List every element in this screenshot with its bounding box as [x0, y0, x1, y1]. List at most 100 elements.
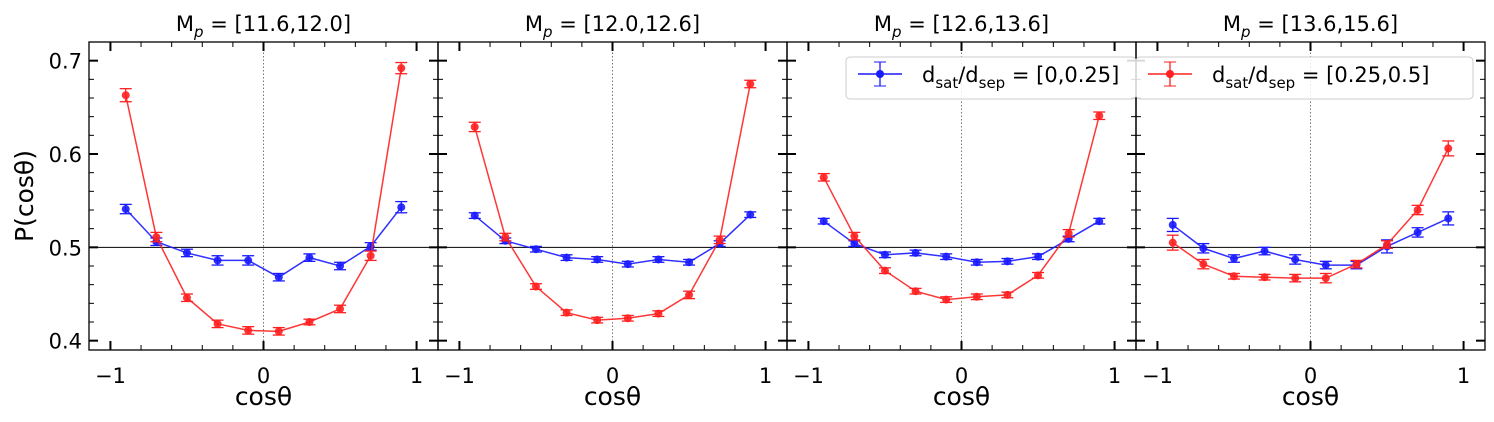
data-point [1034, 252, 1043, 261]
x-tick-label: −1 [444, 364, 475, 388]
data-point [1199, 244, 1208, 253]
data-point [972, 258, 981, 267]
x-axis-label: cosθ [1282, 382, 1339, 411]
series-1 [817, 217, 1106, 267]
data-point [715, 235, 724, 244]
data-point [593, 316, 602, 325]
series-line [823, 115, 1100, 301]
legend-text-part: sat [935, 74, 958, 92]
x-axis-label: cosθ [933, 382, 990, 411]
series-2 [119, 61, 408, 336]
title-main: M [176, 12, 194, 36]
title-sub: p [1240, 23, 1251, 41]
legend-text-part: /d [958, 63, 978, 87]
data-point [942, 252, 951, 261]
data-point [366, 251, 375, 260]
data-point [1352, 260, 1361, 269]
data-point [880, 250, 889, 259]
x-axis-label: cosθ [235, 382, 292, 411]
title-main: M [1223, 12, 1241, 36]
legend-text-part: sep [1269, 74, 1296, 92]
y-tick-label: 0.4 [49, 330, 82, 354]
series-line [125, 206, 402, 279]
y-tick-label: 0.7 [49, 50, 82, 74]
data-point [1003, 290, 1012, 299]
data-point [1444, 144, 1453, 153]
panel-title: Mp = [11.6,12.0] [176, 12, 351, 41]
series-1 [119, 200, 408, 282]
data-point [1095, 111, 1104, 120]
data-point [942, 295, 951, 304]
data-point [1095, 217, 1104, 226]
data-point [685, 258, 694, 267]
data-point [1168, 220, 1177, 229]
data-point [1260, 273, 1269, 282]
data-point [685, 290, 694, 299]
series-line [1172, 148, 1449, 279]
legend-label: dsat/dsep = [0,0.25] [922, 63, 1119, 92]
panel-1: −1 0 1 0.4 0.5 0.6 0.7 cosθ Mp = [11.6,12.0] [49, 12, 439, 411]
panel-title: Mp = [13.6,15.6] [1223, 12, 1398, 41]
x-tick-label: 1 [759, 364, 772, 388]
title-range: = [12.6,13.6] [902, 12, 1050, 36]
legend-text-part: d [922, 63, 935, 87]
series-line [1172, 217, 1449, 266]
legend-marker [1166, 70, 1174, 78]
data-point [850, 232, 859, 241]
data-point [244, 256, 253, 265]
data-point [336, 304, 345, 313]
data-point [397, 64, 406, 73]
data-point [562, 308, 571, 317]
title-sub: p [193, 23, 204, 41]
data-point [397, 203, 406, 212]
data-point [1413, 206, 1422, 214]
data-point [121, 205, 130, 214]
legend-box [1135, 56, 1474, 100]
y-tick-label: 0.5 [49, 236, 82, 260]
data-point [623, 260, 632, 269]
x-tick-label: −1 [95, 364, 126, 388]
data-point [1291, 274, 1300, 283]
series-line [474, 214, 751, 265]
x-tick-label: 1 [1457, 364, 1470, 388]
data-point [1003, 257, 1012, 266]
data-point [746, 210, 755, 219]
data-point [911, 248, 920, 257]
data-point [819, 173, 828, 182]
data-point [1321, 261, 1330, 270]
data-point [1383, 240, 1392, 249]
data-point [1199, 260, 1208, 269]
data-point [654, 255, 663, 264]
legend-text-part: d [1212, 63, 1225, 87]
data-point [366, 242, 375, 251]
data-point [213, 256, 222, 265]
data-point [1260, 247, 1269, 256]
legend-marker [876, 70, 884, 78]
data-point [274, 273, 283, 282]
title-range: = [11.6,12.0] [204, 12, 352, 36]
data-point [850, 239, 859, 248]
data-point [274, 327, 283, 336]
data-point [623, 314, 632, 323]
data-point [562, 253, 571, 262]
data-point [470, 211, 479, 220]
legend-text-part: sat [1225, 74, 1248, 92]
x-tick-label: −1 [1142, 364, 1173, 388]
y-axis-label: P(cosθ) [10, 150, 39, 242]
data-point [182, 293, 191, 302]
data-point [152, 233, 161, 242]
legend-text-part: = [0,0.25] [1005, 63, 1119, 87]
data-point [531, 245, 540, 254]
data-point [501, 233, 510, 242]
data-point [911, 287, 920, 296]
data-point [880, 266, 889, 275]
data-point [121, 91, 130, 100]
title-main: M [874, 12, 892, 36]
data-point [305, 318, 314, 326]
title-sub: p [891, 23, 902, 41]
x-tick-label: 0 [1304, 364, 1317, 388]
x-tick-label: 0 [955, 364, 968, 388]
x-tick-label: 0 [606, 364, 619, 388]
x-tick-label: 1 [410, 364, 423, 388]
data-point [1413, 228, 1422, 237]
